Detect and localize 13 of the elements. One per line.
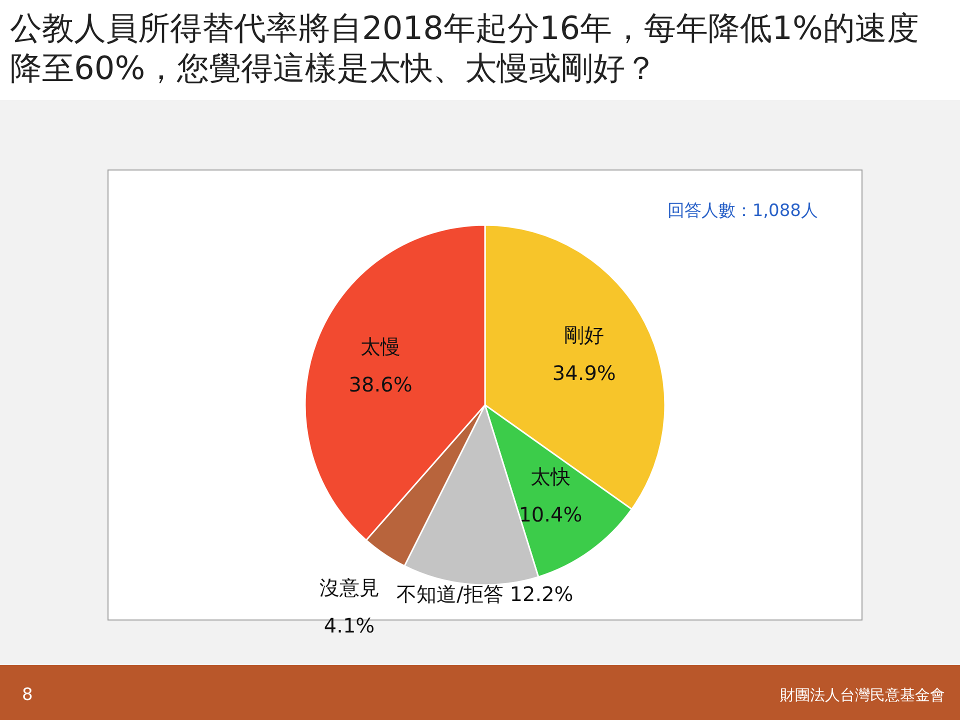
text: 8 [22, 685, 33, 705]
data-label: 38.6% [348, 372, 412, 397]
data-label: 4.1% [324, 614, 375, 638]
chart-title: 公教人員所得替代率將自2018年起分16年，每年降低1%的速度降至60%，您覺得這樣是太快、太慢或剛好？ [10, 8, 920, 88]
slice-label: 太快 [530, 464, 570, 488]
slice-label: 沒意見 [319, 576, 380, 600]
slice-label: 剛好 [564, 322, 604, 347]
slice-label: 太慢 [360, 334, 401, 359]
text: 財團法人台灣民意基金會 [780, 686, 945, 704]
text: 回答人數：1,088人 [667, 201, 818, 221]
slice-label: 不知道/拒答 12.2% [396, 582, 574, 606]
data-label: 10.4% [518, 502, 582, 526]
data-label: 34.9% [552, 360, 616, 385]
